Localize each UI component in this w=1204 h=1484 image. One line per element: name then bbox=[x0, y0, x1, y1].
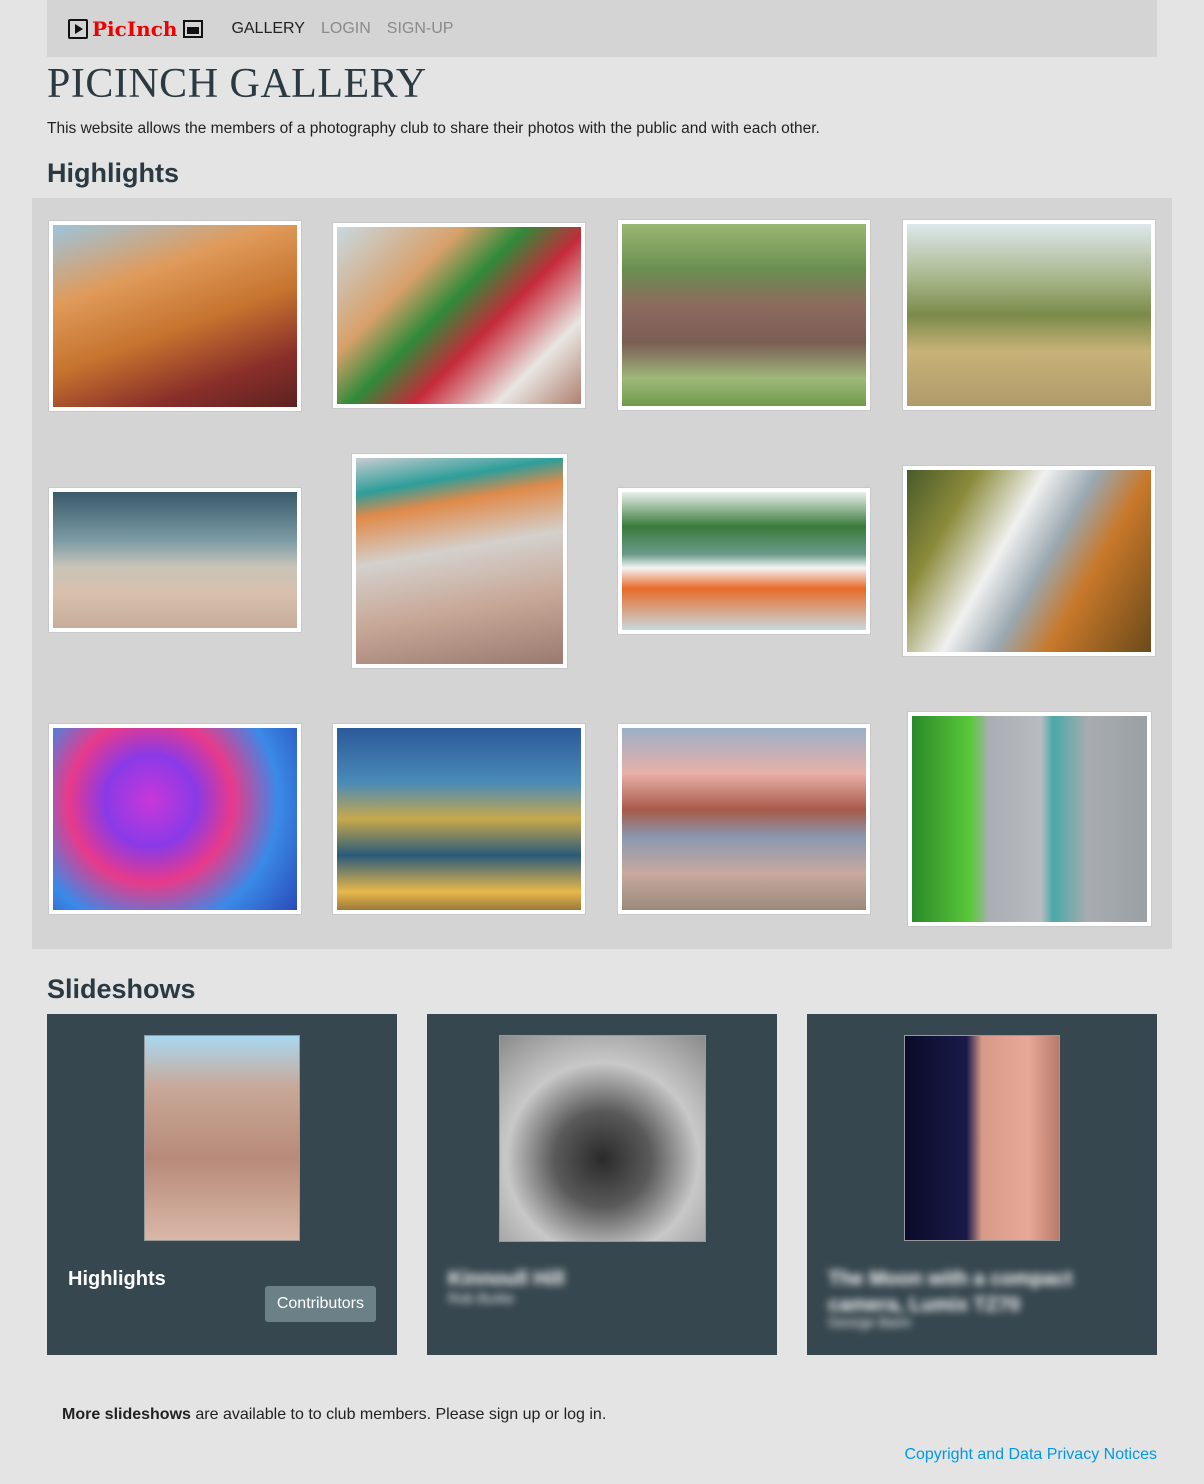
slideshow-card[interactable]: The Moon with a compact camera, Lumix TZ… bbox=[807, 1014, 1157, 1355]
highlights-gallery bbox=[32, 198, 1172, 949]
navbar: PicInch GALLERY LOGIN SIGN-UP bbox=[47, 0, 1157, 57]
brand-logo[interactable]: PicInch bbox=[68, 16, 204, 41]
more-slideshows-text: are available to to club members. Please… bbox=[190, 1406, 607, 1423]
highlight-photo[interactable] bbox=[907, 711, 1152, 927]
slideshow-title: The Moon with a compact camera, Lumix TZ… bbox=[828, 1268, 1073, 1316]
slideshow-card[interactable]: Highlights Contributors bbox=[47, 1014, 397, 1355]
highlight-photo[interactable] bbox=[48, 220, 302, 412]
nav-login[interactable]: LOGIN bbox=[320, 19, 371, 37]
highlight-photo[interactable] bbox=[48, 487, 302, 633]
highlight-photo[interactable] bbox=[48, 723, 302, 915]
intro-text: This website allows the members of a pho… bbox=[47, 120, 820, 137]
slideshows-heading: Slideshows bbox=[47, 974, 196, 1004]
copyright-link[interactable]: Copyright and Data Privacy Notices bbox=[904, 1446, 1157, 1463]
slideshow-card[interactable]: Kinnoull Hill Rob Burke bbox=[427, 1014, 777, 1355]
highlight-photo[interactable] bbox=[617, 219, 871, 411]
slideshow-thumbnail[interactable] bbox=[144, 1035, 300, 1241]
slideshow-author: George Bann bbox=[828, 1314, 912, 1330]
more-slideshows-bold: More slideshows bbox=[62, 1406, 191, 1423]
brand-name: PicInch bbox=[92, 16, 178, 41]
photo-library-icon bbox=[183, 19, 204, 38]
slideshow-thumbnail[interactable] bbox=[499, 1035, 706, 1242]
highlight-photo[interactable] bbox=[351, 453, 568, 669]
slideshow-title: Kinnoull Hill bbox=[448, 1268, 565, 1290]
slideshow-author: Rob Burke bbox=[448, 1290, 515, 1306]
play-icon bbox=[68, 18, 88, 39]
highlight-photo[interactable] bbox=[617, 723, 871, 915]
page-title: PICINCH GALLERY bbox=[47, 61, 427, 107]
nav-signup[interactable]: SIGN-UP bbox=[386, 19, 454, 37]
contributors-button[interactable]: Contributors bbox=[264, 1286, 376, 1322]
highlight-photo[interactable] bbox=[902, 465, 1156, 657]
highlight-photo[interactable] bbox=[332, 723, 586, 915]
slideshow-thumbnail[interactable] bbox=[904, 1035, 1060, 1241]
more-slideshows-note: More slideshows are available to to club… bbox=[62, 1406, 606, 1424]
highlights-heading: Highlights bbox=[47, 158, 179, 188]
highlight-photo[interactable] bbox=[332, 222, 586, 409]
highlight-photo[interactable] bbox=[617, 487, 871, 635]
slideshow-title: Highlights bbox=[68, 1268, 166, 1290]
nav-gallery[interactable]: GALLERY bbox=[231, 19, 305, 37]
highlight-photo[interactable] bbox=[902, 219, 1156, 411]
